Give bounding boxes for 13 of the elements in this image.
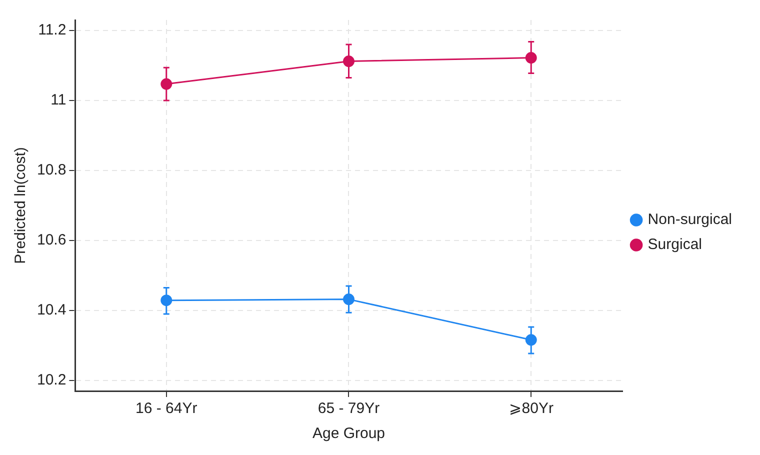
y-tick-label: 11 <box>50 92 66 109</box>
x-tick-label: 65 - 79Yr <box>318 400 380 418</box>
y-tick-label: 10.6 <box>36 232 66 249</box>
y-tick-label: 11.2 <box>38 22 66 39</box>
y-axis-title: Predicted ln(cost) <box>12 147 30 264</box>
x-axis-title: Age Group <box>312 425 386 442</box>
y-tick-label: 10.8 <box>36 162 66 179</box>
legend-label: Non-surgical <box>648 211 732 228</box>
x-tick-label: 16 - 64Yr <box>136 400 198 418</box>
legend-label: Surgical <box>648 236 702 254</box>
y-tick-label: 10.4 <box>36 302 66 319</box>
y-tick-label: 10.2 <box>36 372 66 389</box>
x-tick-label: ⩾80Yr <box>508 400 554 418</box>
